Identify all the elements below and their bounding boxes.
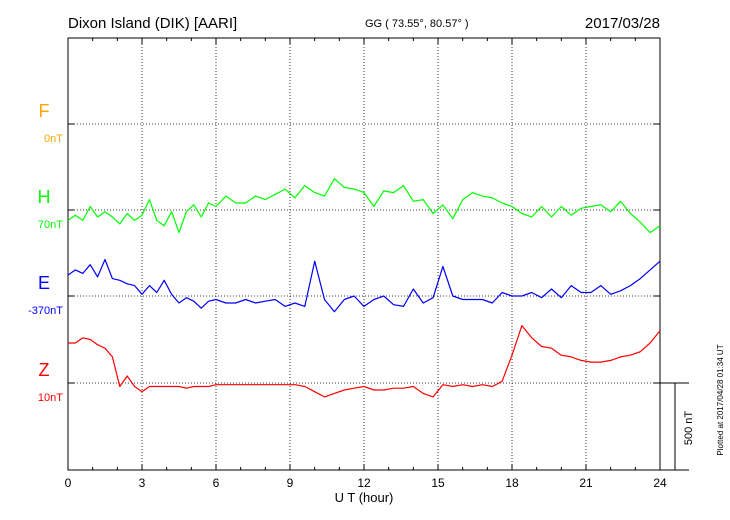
series-name-h: H xyxy=(38,187,51,207)
scale-bar-label: 500 nT xyxy=(683,411,695,446)
series-offset-e: -370nT xyxy=(28,305,63,317)
scale-bar: 500 nT xyxy=(660,382,695,471)
series-line-e xyxy=(67,258,661,313)
x-tick-label: 18 xyxy=(505,476,519,490)
series-name-e: E xyxy=(38,273,50,293)
x-tick-label: 24 xyxy=(653,476,667,490)
x-tick-label: 21 xyxy=(579,476,593,490)
coordinates-label: GG ( 73.55°, 80.57° ) xyxy=(365,18,469,30)
series-name-f: F xyxy=(39,101,50,121)
x-tick-label: 9 xyxy=(287,476,294,490)
series-lines xyxy=(67,178,661,398)
x-axis-label: U T (hour) xyxy=(335,490,394,505)
series-offset-h: 70nT xyxy=(38,219,63,231)
series-line-h xyxy=(67,178,661,234)
station-title: Dixon Island (DIK) [AARI] xyxy=(68,15,237,32)
series-offset-z: 10nT xyxy=(38,392,63,404)
x-tick-label: 15 xyxy=(431,476,445,490)
x-tick-label: 6 xyxy=(213,476,220,490)
grid xyxy=(68,38,660,470)
series-offset-f: 0nT xyxy=(44,133,63,145)
plotted-note: Plotted at 2017/04/28 01:34 UT xyxy=(716,344,725,455)
series-line-z xyxy=(68,325,661,398)
x-tick-label: 0 xyxy=(65,476,72,490)
series-labels: F 0nT H 70nT E -370nT Z 10nT xyxy=(28,101,63,404)
x-tick-label: 3 xyxy=(139,476,146,490)
series-name-z: Z xyxy=(39,360,50,380)
x-tick-label: 12 xyxy=(357,476,371,490)
x-tick-labels: 0 3 6 9 12 15 18 21 24 xyxy=(65,476,667,490)
date-label: 2017/03/28 xyxy=(585,15,660,32)
x-ticks xyxy=(67,38,661,470)
